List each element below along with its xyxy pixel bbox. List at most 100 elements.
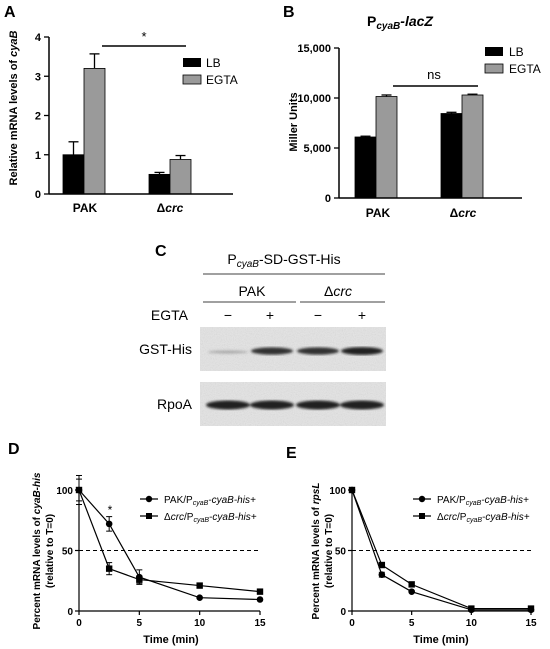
- panel-c-lane3-sign: −: [314, 307, 322, 323]
- panel-c-lane2-sign: +: [266, 307, 274, 323]
- panel-d-legend-2: Δcrc/PcyaB-cyaB-his+: [164, 512, 257, 524]
- panel-c-band-rpoa-1: [206, 400, 250, 410]
- panel-d-legend-marker-circle: [145, 495, 153, 503]
- panel-c-band-gsthis-1: [208, 350, 248, 354]
- panel-e-ylabel-2: (relative to T=0): [324, 514, 335, 588]
- panel-b-ylabel: Miller Units: [288, 92, 300, 151]
- panel-e-ytick-label-0: 0: [340, 607, 346, 618]
- panel-d-xtick-label-2: 10: [194, 618, 206, 629]
- panel-b-letter: B: [283, 4, 295, 21]
- panel-e-letter: E: [286, 445, 297, 462]
- panel-b-legend-egta: EGTA: [509, 62, 541, 76]
- panel-b-xlabel-crc: Δcrc: [450, 206, 477, 220]
- panel-e-xtick-label-3: 15: [525, 618, 537, 629]
- panel-e-legend-1: PAK/PcyaB-cyaB-his+: [437, 495, 529, 507]
- panel-b-ytick-label-0: 0: [325, 193, 331, 205]
- panel-a-sig-label: *: [141, 29, 146, 44]
- panel-b-bars: [354, 93, 484, 199]
- panel-a-significance: *: [102, 29, 186, 47]
- panel-d-series: [75, 474, 264, 603]
- panel-d-point-circle-3: [196, 594, 203, 601]
- panel-e-legend: PAK/PcyaB-cyaB-his+ Δcrc/PcyaB-cyaB-his+: [413, 495, 530, 524]
- panel-c: C PcyaB-SD-GST-His PAK Δcrc EGTA − + − +…: [139, 243, 386, 426]
- panel-b-sig-label: ns: [427, 67, 441, 82]
- panel-a-bar-lb-0: [62, 154, 85, 195]
- panel-a-ytick-label-2: 2: [35, 111, 41, 123]
- panel-a-ylabel: Relative mRNA levels of cyaB: [8, 30, 20, 185]
- panel-c-band-gsthis-4: [341, 347, 383, 355]
- panel-a-legend: LB EGTA: [182, 56, 238, 87]
- panel-c-band-gsthis-3: [297, 347, 339, 355]
- panel-d-point-circle-1: [105, 520, 113, 528]
- panel-c-band-rpoa-3: [296, 400, 340, 410]
- panel-b-bar-egta-0: [375, 96, 398, 199]
- panel-a-letter: A: [4, 4, 16, 21]
- panel-e-xtick-label-1: 5: [409, 618, 415, 629]
- panel-a-xlabel-pak: PAK: [73, 201, 98, 215]
- panel-b-xlabels: PAK Δcrc: [366, 206, 477, 220]
- panel-d-point-square-2: [136, 576, 143, 583]
- panel-a-legend-swatch-lb: [183, 58, 201, 67]
- panel-d-point-square-4: [256, 588, 264, 595]
- panel-b-xlabel-pak: PAK: [366, 206, 391, 220]
- panel-b-legend-swatch-lb: [485, 47, 503, 56]
- panel-d-xtick-label-3: 15: [254, 618, 266, 629]
- panel-d-xtick-label-0: 0: [76, 618, 82, 629]
- panel-e-point-circle-2: [408, 588, 415, 595]
- panel-a-ytick-label-4: 4: [35, 32, 42, 44]
- panel-e-point-square-3: [468, 605, 475, 612]
- panel-a-bar-egta-0: [83, 68, 106, 195]
- panel-c-blot-rpoa: [200, 382, 386, 426]
- panel-d-point-square-0: [75, 486, 83, 494]
- panel-d: D Percent mRNA levels of cyaB-his (relat…: [8, 441, 266, 646]
- panel-c-band-rpoa-4: [340, 400, 384, 410]
- panel-a-ytick-label-3: 3: [35, 71, 41, 83]
- panel-b-ytick-label-1: 5,000: [303, 143, 331, 155]
- panel-b-bar-lb-0: [354, 136, 377, 199]
- panel-e-legend-marker-circle: [418, 495, 426, 503]
- panel-e-series-line-0: [351, 489, 531, 611]
- panel-d-xtick-label-1: 5: [137, 618, 143, 629]
- panel-e-legend-2: Δcrc/PcyaB-cyaB-his+: [437, 512, 530, 524]
- panel-d-legend-1: PAK/PcyaB-cyaB-his+: [164, 495, 256, 507]
- panel-c-group-crc: Δcrc: [324, 283, 352, 299]
- panel-b-ytick-label-2: 10,000: [297, 93, 331, 105]
- panel-e-point-square-0: [348, 486, 356, 494]
- panel-e-point-square-1: [378, 561, 386, 569]
- panel-a-legend-egta: EGTA: [206, 73, 238, 87]
- panel-d-ylabel-1: Percent mRNA levels of cyaB-his: [32, 472, 43, 629]
- panel-a-ytick-label-1: 1: [35, 150, 41, 162]
- panel-c-egta-label: EGTA: [151, 307, 189, 323]
- panel-e-point-circle-1: [378, 571, 386, 578]
- panel-c-band-gsthis-2: [251, 347, 293, 355]
- panel-a-bar-egta-1: [169, 159, 192, 195]
- panel-a-bar-lb-1: [148, 173, 171, 195]
- panel-c-group-pak: PAK: [239, 283, 267, 299]
- panel-b-bar-egta-1: [461, 94, 484, 199]
- panel-d-ytick-label-1: 50: [62, 547, 74, 558]
- panel-a-xlabels: PAK Δcrc: [73, 201, 184, 215]
- panel-c-band-label-gsthis: GST-His: [139, 341, 192, 357]
- panel-e-series: [348, 486, 535, 614]
- panel-a-xlabel-crc: Δcrc: [157, 201, 184, 215]
- panel-d-point-square-3: [196, 582, 203, 589]
- panel-d-letter: D: [8, 441, 20, 458]
- panel-e-axes: 0 50 100 0 5 10 15: [329, 486, 537, 629]
- panel-e-xlabel: Time (min): [413, 634, 469, 646]
- panel-e-ytick-label-2: 100: [329, 486, 346, 497]
- panel-e-series-line-1: [351, 489, 531, 610]
- panel-c-lane4-sign: +: [358, 307, 366, 323]
- panel-c-blot-gsthis: [200, 327, 386, 371]
- panel-b-legend: LB EGTA: [484, 45, 541, 76]
- panel-c-letter: C: [155, 243, 167, 260]
- panel-b: B PcyaB-lacZ Miller Units 0 5,000 10,000 15…: [283, 4, 541, 220]
- panel-e-xtick-label-2: 10: [466, 618, 478, 629]
- panel-c-lane1-sign: −: [224, 307, 232, 323]
- panel-d-axes: 0 50 100 0 5 10 15: [56, 486, 266, 629]
- panel-b-title: PcyaB-lacZ: [367, 13, 433, 32]
- panel-b-significance: ns: [393, 67, 478, 87]
- panel-d-ytick-label-2: 100: [56, 486, 73, 497]
- panel-b-legend-swatch-egta: [484, 63, 504, 74]
- panel-e-point-square-4: [527, 605, 535, 612]
- panel-a-ytick-label-0: 0: [35, 189, 41, 201]
